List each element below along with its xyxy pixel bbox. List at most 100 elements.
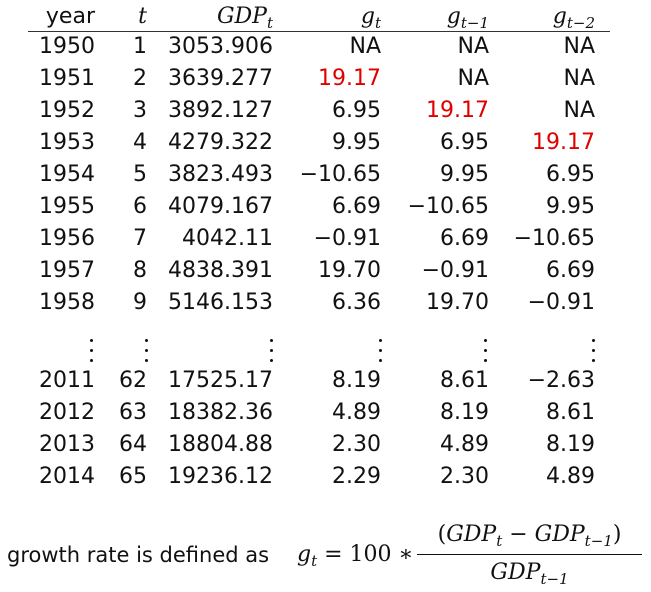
cell-gdp: 3892.127 (168, 98, 273, 123)
cell-t: 7 (133, 226, 147, 251)
cell-t: 63 (119, 400, 147, 425)
cell-g1: 6.95 (440, 130, 489, 155)
ellipsis-growth (377, 337, 385, 365)
cell-g: 6.36 (332, 290, 381, 315)
cell-g1: 8.19 (440, 400, 489, 425)
cell-g: 6.95 (332, 98, 381, 123)
table-row: 2014 65 19236.12 2.29 2.30 4.89 (0, 462, 651, 492)
formula-numerator: (GDPt − GDPt−1) (437, 522, 622, 550)
cell-gdp: 18804.88 (168, 432, 273, 457)
cell-g1: −0.91 (421, 258, 489, 283)
cell-t: 1 (133, 34, 147, 59)
cell-g2: 4.89 (546, 464, 595, 489)
cell-gdp: 3823.493 (168, 162, 273, 187)
cell-g1: 6.69 (440, 226, 489, 251)
cell-year: 1954 (39, 162, 95, 187)
cell-g: 8.19 (332, 368, 381, 393)
formula-fraction-bar (417, 554, 642, 555)
cell-g: NA (349, 34, 381, 59)
cell-g1: 4.89 (440, 432, 489, 457)
cell-g2: −10.65 (513, 226, 595, 251)
table-row: 1953 4 4279.322 9.95 6.95 19.17 (0, 128, 651, 158)
cell-g1: 19.70 (426, 290, 489, 315)
cell-g: 9.95 (332, 130, 381, 155)
cell-t: 4 (133, 130, 147, 155)
cell-g2: NA (563, 98, 595, 123)
cell-g: 19.17 (318, 66, 381, 91)
formula-left-side: gt = 100 ∗ (297, 542, 414, 570)
cell-year: 1957 (39, 258, 95, 283)
table-header-row: year t GDPt gt gt−1 gt−2 (0, 2, 651, 32)
cell-gdp: 18382.36 (168, 400, 273, 425)
table-row: 1958 9 5146.153 6.36 19.70 −0.91 (0, 288, 651, 318)
cell-year: 1958 (39, 290, 95, 315)
table-row: 1957 8 4838.391 19.70 −0.91 6.69 (0, 256, 651, 286)
cell-g1: −10.65 (407, 194, 489, 219)
cell-g: 6.69 (332, 194, 381, 219)
cell-gdp: 4838.391 (168, 258, 273, 283)
cell-gdp: 5146.153 (168, 290, 273, 315)
ellipsis-gdp (268, 337, 276, 365)
cell-year: 2011 (39, 368, 95, 393)
cell-g2: 6.69 (546, 258, 595, 283)
cell-gdp: 3639.277 (168, 66, 273, 91)
table-row: 2013 64 18804.88 2.30 4.89 8.19 (0, 430, 651, 460)
cell-t: 8 (133, 258, 147, 283)
cell-g2: −0.91 (527, 290, 595, 315)
cell-g2: NA (563, 66, 595, 91)
cell-year: 1952 (39, 98, 95, 123)
header-growth-lag-1: gt−1 (446, 4, 489, 32)
header-gdp: GDPt (216, 4, 273, 32)
cell-year: 1956 (39, 226, 95, 251)
cell-t: 5 (133, 162, 147, 187)
table-row: 1956 7 4042.11 −0.91 6.69 −10.65 (0, 224, 651, 254)
cell-gdp: 19236.12 (168, 464, 273, 489)
definition-text: growth rate is defined as (7, 543, 270, 567)
cell-t: 3 (133, 98, 147, 123)
cell-year: 1951 (39, 66, 95, 91)
formula-denominator: GDPt−1 (490, 560, 569, 588)
cell-gdp: 4079.167 (168, 194, 273, 219)
cell-g: 2.29 (332, 464, 381, 489)
table-row: 1955 6 4079.167 6.69 −10.65 9.95 (0, 192, 651, 222)
header-growth-lag-2: gt−2 (552, 4, 595, 32)
cell-gdp: 17525.17 (168, 368, 273, 393)
table-row: 1952 3 3892.127 6.95 19.17 NA (0, 96, 651, 126)
cell-year: 2012 (39, 400, 95, 425)
cell-year: 1955 (39, 194, 95, 219)
table-row: 2011 62 17525.17 8.19 8.61 −2.63 (0, 366, 651, 396)
ellipsis-t (143, 337, 151, 365)
cell-g2: 8.19 (546, 432, 595, 457)
cell-t: 6 (133, 194, 147, 219)
table-row: 2012 63 18382.36 4.89 8.19 8.61 (0, 398, 651, 428)
cell-t: 65 (119, 464, 147, 489)
cell-g1: 8.61 (440, 368, 489, 393)
ellipsis-growth-lag-1 (482, 337, 490, 365)
cell-g: −0.91 (313, 226, 381, 251)
cell-t: 9 (133, 290, 147, 315)
cell-g1: 9.95 (440, 162, 489, 187)
cell-g: −10.65 (299, 162, 381, 187)
cell-g1: NA (457, 66, 489, 91)
cell-gdp: 3053.906 (168, 34, 273, 59)
cell-g1: NA (457, 34, 489, 59)
cell-year: 2013 (39, 432, 95, 457)
header-rule (28, 31, 610, 32)
ellipsis-year (88, 337, 96, 365)
cell-gdp: 4042.11 (182, 226, 273, 251)
cell-g2: −2.63 (527, 368, 595, 393)
growth-rate-definition: growth rate is defined as gt = 100 ∗ (GD… (7, 520, 647, 590)
cell-year: 2014 (39, 464, 95, 489)
header-year: year (45, 4, 95, 29)
table-row: 1951 2 3639.277 19.17 NA NA (0, 64, 651, 94)
cell-g: 19.70 (318, 258, 381, 283)
header-t: t (138, 4, 147, 29)
cell-g1: 2.30 (440, 464, 489, 489)
cell-year: 1953 (39, 130, 95, 155)
cell-g: 2.30 (332, 432, 381, 457)
cell-t: 2 (133, 66, 147, 91)
formula-fraction: (GDPt − GDPt−1) GDPt−1 (417, 520, 642, 590)
table-row: 1950 1 3053.906 NA NA NA (0, 32, 651, 62)
header-growth: gt (360, 4, 381, 32)
cell-year: 1950 (39, 34, 95, 59)
